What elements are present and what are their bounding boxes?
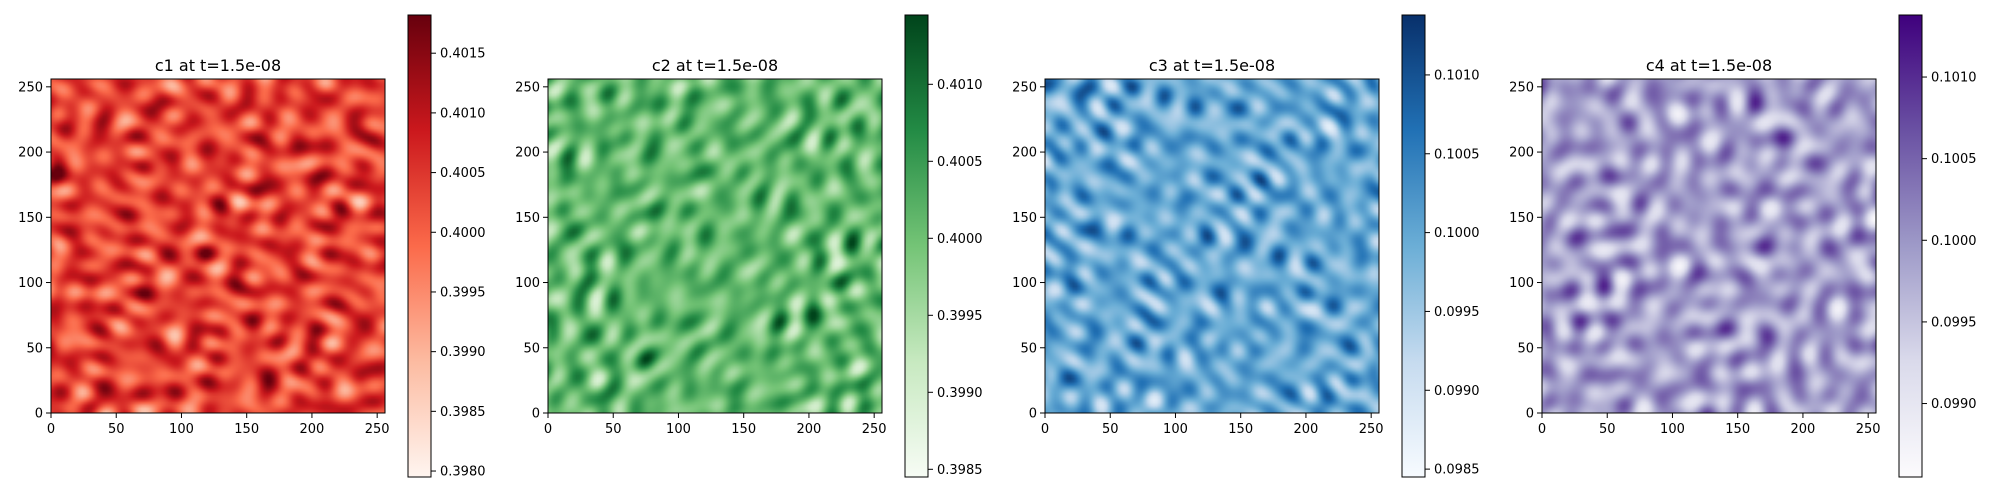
- colorbar-tick-label: 0.3985: [440, 405, 486, 420]
- heatmap-image: [548, 79, 882, 413]
- chart-panel-1: c1 at t=1.5e-08 0 50 100 150 200 250 0 50 100 150 2…: [18, 14, 486, 480]
- colorbar-tick-label: 0.3990: [440, 345, 486, 360]
- y-tick-label: 150: [1509, 211, 1534, 226]
- x-tick-label: 50: [1102, 422, 1119, 437]
- y-tick-label: 100: [1509, 276, 1534, 291]
- x-tick-label: 100: [1163, 422, 1188, 437]
- y-tick-label: 100: [18, 276, 43, 291]
- heatmap-image: [51, 79, 385, 413]
- colorbar-tick-label: 0.4005: [440, 166, 486, 181]
- y-tick-label: 200: [515, 146, 540, 161]
- colorbar-tick-label: 0.0990: [1931, 397, 1977, 412]
- chart-title: c1 at t=1.5e-08: [155, 56, 281, 75]
- x-tick-label: 50: [605, 422, 622, 437]
- x-tick-label: 150: [731, 422, 756, 437]
- y-tick-label: 50: [1517, 341, 1534, 356]
- y-tick-label: 50: [26, 341, 43, 356]
- colorbar-tick-label: 0.3995: [440, 285, 486, 300]
- y-tick-label: 200: [1509, 146, 1534, 161]
- y-tick-label: 150: [18, 211, 43, 226]
- x-tick-label: 50: [108, 422, 125, 437]
- x-tick-label: 250: [862, 422, 887, 437]
- x-tick-label: 100: [1660, 422, 1685, 437]
- colorbar-tick-label: 0.3995: [937, 309, 983, 324]
- axes-frame: [1541, 78, 1877, 414]
- colorbar-tick-label: 0.1005: [1434, 147, 1480, 162]
- y-tick-label: 50: [523, 341, 540, 356]
- x-tick-label: 200: [1294, 422, 1319, 437]
- x-tick-label: 150: [234, 422, 259, 437]
- chart-panel-3: c3 at t=1.5e-08 0 50 100 150 200 250 0 50 100 150 2…: [1012, 14, 1480, 478]
- axes-frame: [1044, 78, 1380, 414]
- x-tick-label: 150: [1725, 422, 1750, 437]
- x-tick-label: 250: [365, 422, 390, 437]
- x-tick-label: 100: [169, 422, 194, 437]
- y-tick-label: 0: [532, 407, 540, 422]
- chart-title: c4 at t=1.5e-08: [1646, 56, 1772, 75]
- y-tick-label: 200: [1012, 146, 1037, 161]
- colorbar: [1898, 14, 1923, 478]
- x-tick-label: 150: [1228, 422, 1253, 437]
- y-tick-label: 0: [1526, 407, 1534, 422]
- x-tick-label: 250: [1856, 422, 1881, 437]
- colorbar: [904, 14, 929, 478]
- x-tick-label: 200: [1791, 422, 1816, 437]
- colorbar-tick-label: 0.4015: [440, 47, 486, 62]
- x-tick-label: 0: [1041, 422, 1049, 437]
- y-tick-label: 100: [1012, 276, 1037, 291]
- x-tick-label: 100: [666, 422, 691, 437]
- colorbar-tick-label: 0.0995: [1931, 315, 1977, 330]
- colorbar-tick-label: 0.1010: [1931, 71, 1977, 86]
- colorbar-tick-label: 0.1010: [1434, 68, 1480, 83]
- colorbar-tick-label: 0.0995: [1434, 305, 1480, 320]
- y-tick-label: 100: [515, 276, 540, 291]
- colorbar-tick-label: 0.3980: [440, 465, 486, 480]
- colorbar-tick-label: 0.0985: [1434, 463, 1480, 478]
- axes-frame: [547, 78, 883, 414]
- x-tick-label: 200: [300, 422, 325, 437]
- y-tick-label: 250: [18, 80, 43, 95]
- chart-panel-4: c4 at t=1.5e-08 0 50 100 150 200 250 0 50 100 150 2…: [1509, 14, 1977, 478]
- heatmap-image: [1542, 79, 1876, 413]
- y-tick-label: 250: [515, 80, 540, 95]
- colorbar-tick-label: 0.4010: [440, 106, 486, 121]
- colorbar-tick-label: 0.0990: [1434, 384, 1480, 399]
- y-tick-label: 250: [1012, 80, 1037, 95]
- y-tick-label: 250: [1509, 80, 1534, 95]
- colorbar-tick-label: 0.1000: [1434, 226, 1480, 241]
- axes-frame: [50, 78, 386, 414]
- colorbar-tick-label: 0.1005: [1931, 152, 1977, 167]
- x-tick-label: 0: [544, 422, 552, 437]
- colorbar: [1401, 14, 1426, 478]
- x-tick-label: 0: [1538, 422, 1546, 437]
- y-tick-label: 150: [1012, 211, 1037, 226]
- x-tick-label: 200: [797, 422, 822, 437]
- y-tick-label: 200: [18, 146, 43, 161]
- heatmap-image: [1045, 79, 1379, 413]
- chart-title: c3 at t=1.5e-08: [1149, 56, 1275, 75]
- chart-title: c2 at t=1.5e-08: [652, 56, 778, 75]
- y-tick-label: 150: [515, 211, 540, 226]
- y-tick-label: 0: [35, 407, 43, 422]
- colorbar: [407, 14, 432, 478]
- chart-panel-2: c2 at t=1.5e-08 0 50 100 150 200 250 0 50 100 150 2…: [515, 14, 983, 478]
- colorbar-tick-label: 0.4000: [440, 226, 486, 241]
- colorbar-tick-label: 0.3990: [937, 386, 983, 401]
- x-tick-label: 50: [1599, 422, 1616, 437]
- colorbar-tick-label: 0.4005: [937, 155, 983, 170]
- x-tick-label: 250: [1359, 422, 1384, 437]
- colorbar-tick-label: 0.4000: [937, 232, 983, 247]
- y-tick-label: 50: [1020, 341, 1037, 356]
- colorbar-tick-label: 0.4010: [937, 78, 983, 93]
- colorbar-tick-label: 0.1000: [1931, 234, 1977, 249]
- colorbar-tick-label: 0.3985: [937, 463, 983, 478]
- x-tick-label: 0: [47, 422, 55, 437]
- y-tick-label: 0: [1029, 407, 1037, 422]
